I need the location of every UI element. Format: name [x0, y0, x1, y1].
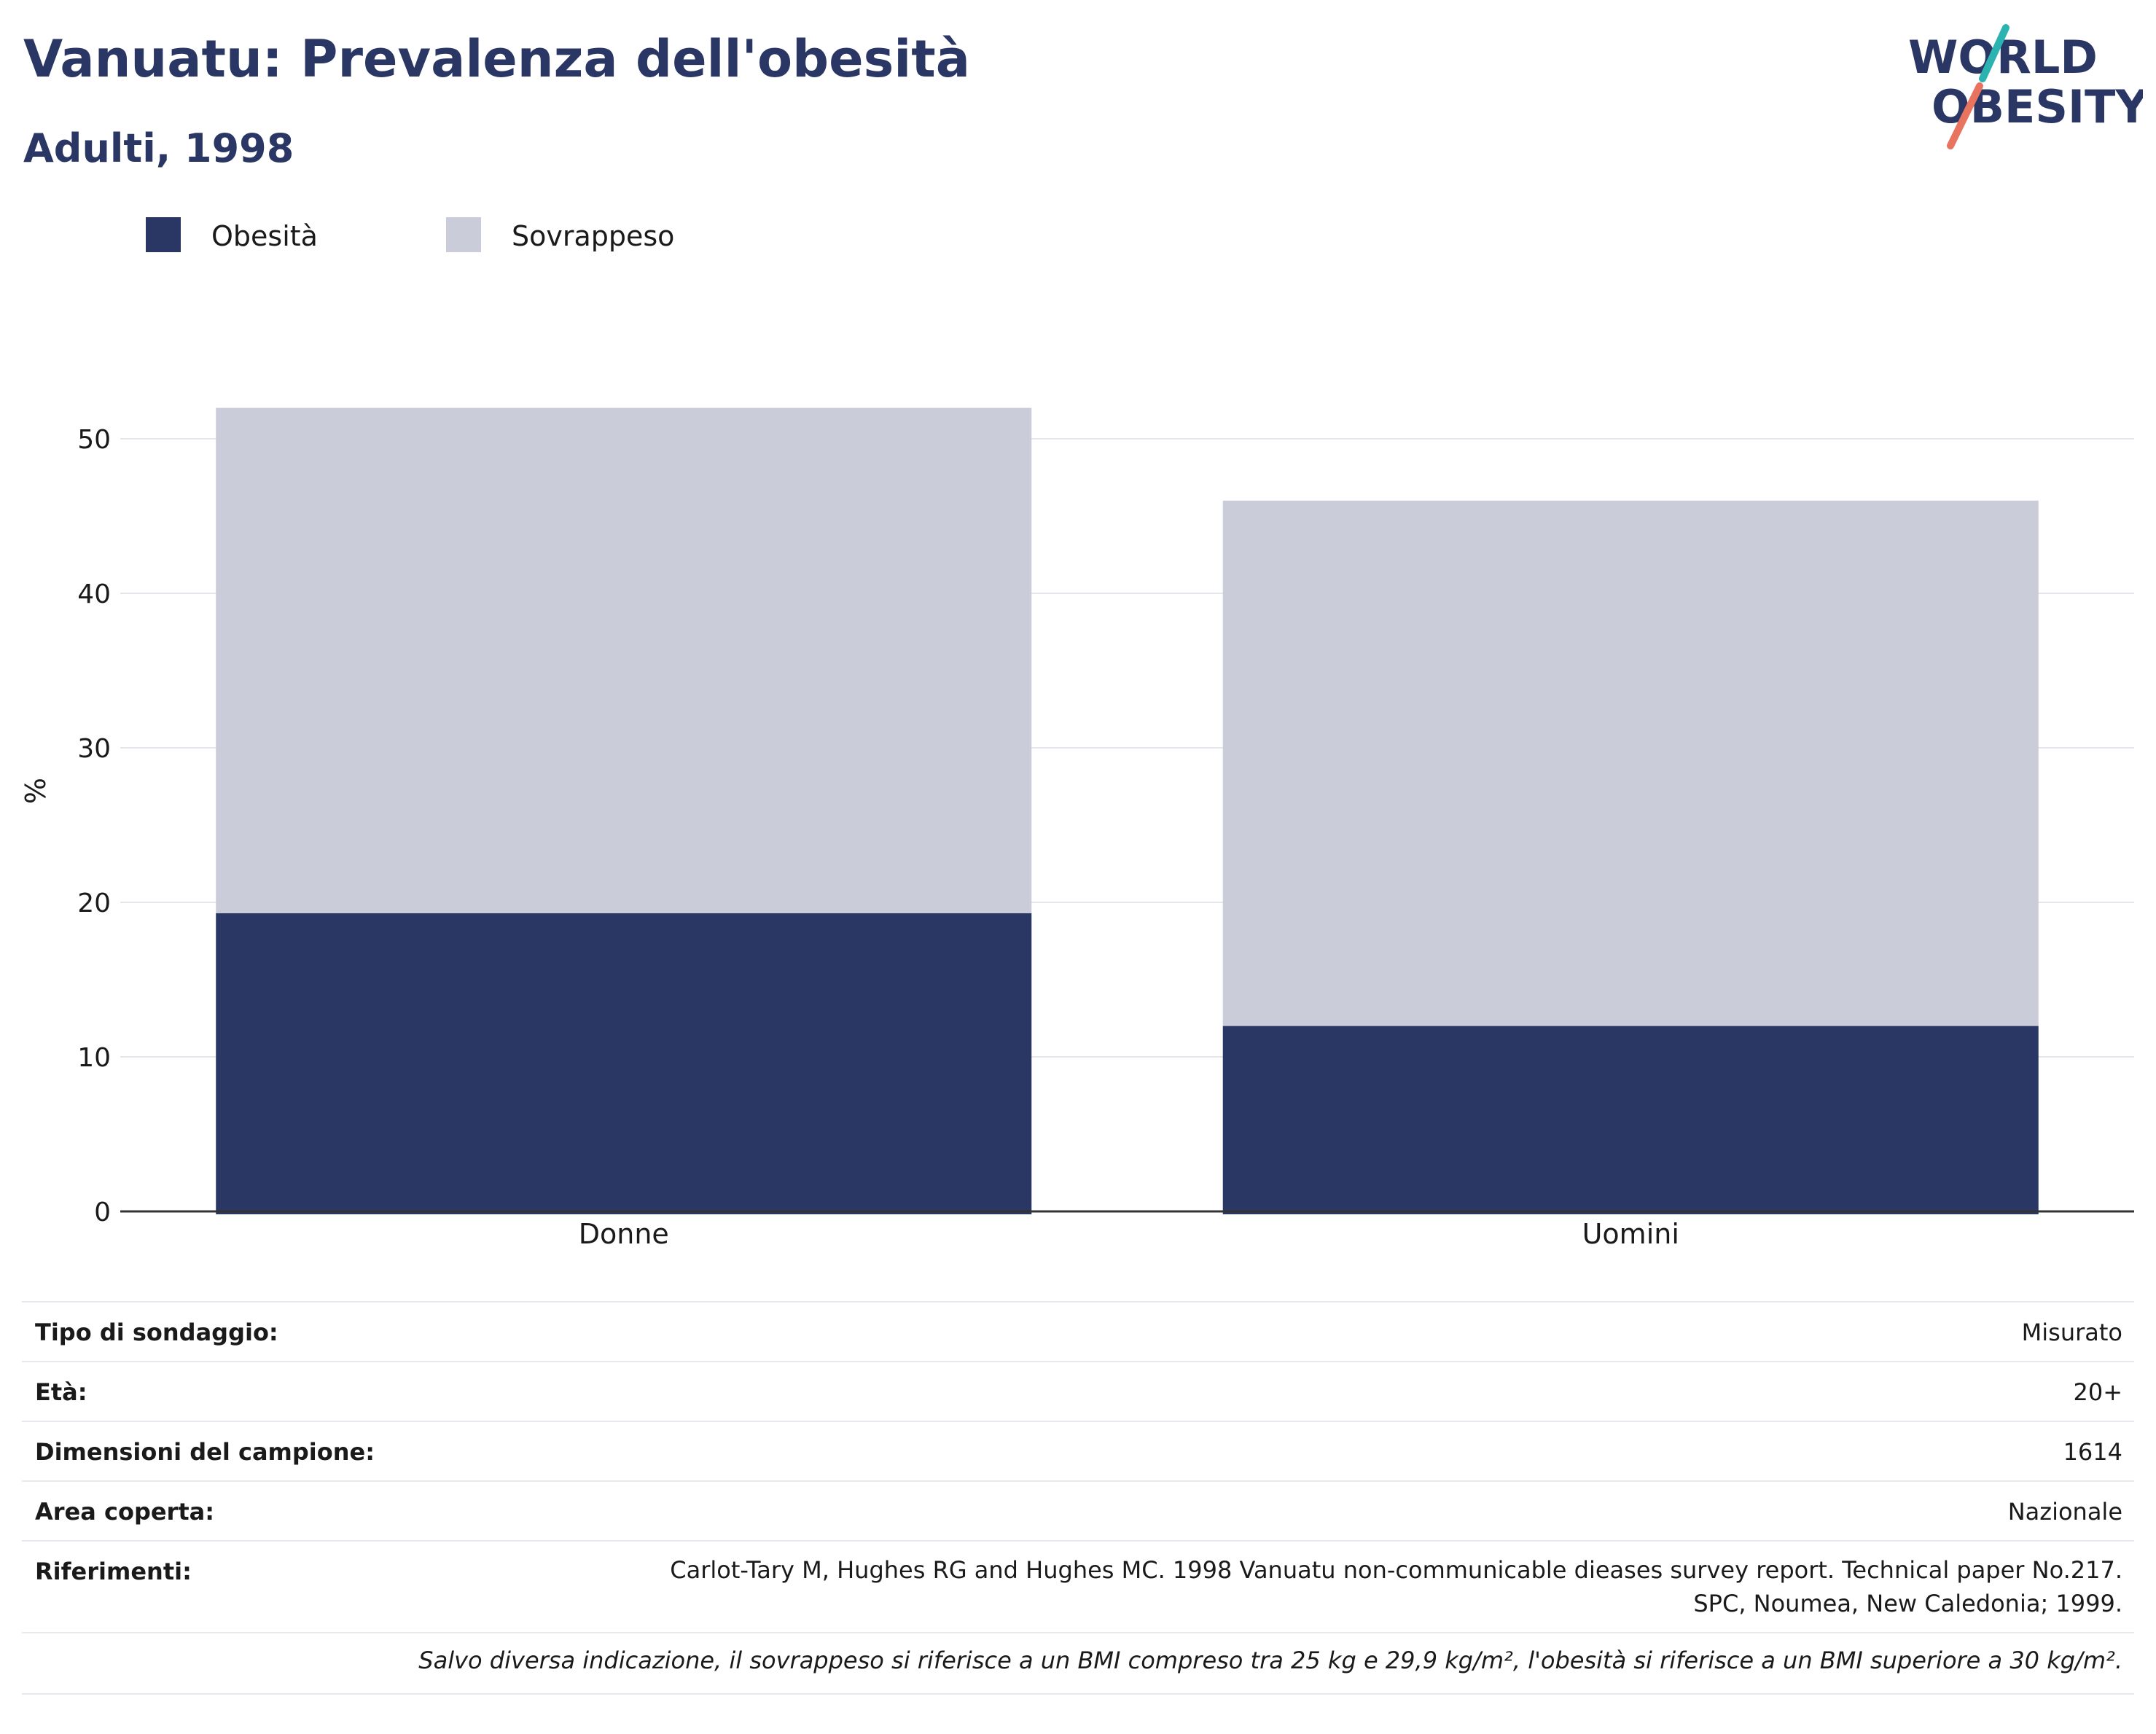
info-row-age: Età: 20+	[22, 1361, 2134, 1421]
x-tick-label: Donne	[579, 1218, 669, 1250]
info-row-survey-type: Tipo di sondaggio: Misurato	[22, 1301, 2134, 1361]
info-value-survey-type: Misurato	[2021, 1319, 2122, 1346]
y-tick-label: 20	[77, 889, 111, 918]
chart-subtitle: Adulti, 1998	[23, 125, 294, 171]
info-value-area: Nazionale	[2007, 1498, 2122, 1526]
bmi-footnote: Salvo diversa indicazione, il sovrappeso…	[418, 1647, 2122, 1674]
info-value-age: 20+	[2073, 1378, 2122, 1406]
footnote-row: Salvo diversa indicazione, il sovrappeso…	[22, 1632, 2134, 1695]
bar-obesity-1	[1222, 1026, 2039, 1214]
chart-title: Vanuatu: Prevalenza dell'obesità	[23, 29, 970, 89]
info-value-references: Carlot-Tary M, Hughes RG and Hughes MC. …	[670, 1556, 2122, 1617]
legend-swatch-overweight	[446, 217, 481, 252]
info-row-references: Riferimenti: Carlot-Tary M, Hughes RG an…	[22, 1540, 2134, 1632]
info-key-references: Riferimenti:	[35, 1558, 192, 1585]
info-key-area: Area coperta:	[35, 1498, 215, 1526]
info-row-area: Area coperta: Nazionale	[22, 1480, 2134, 1540]
legend-label-obesity: Obesità	[211, 220, 318, 252]
y-tick-label: 50	[77, 425, 111, 455]
y-tick-label: 10	[77, 1043, 111, 1073]
y-tick-label: 0	[94, 1198, 111, 1227]
info-key-age: Età:	[35, 1378, 87, 1406]
x-tick-label: Uomini	[1582, 1218, 1679, 1250]
y-tick-label: 40	[77, 579, 111, 609]
bar-obesity-0	[216, 913, 1032, 1214]
survey-info-table: Tipo di sondaggio: Misurato Età: 20+ Dim…	[22, 1301, 2134, 1695]
logo-slash-teal-icon	[1979, 24, 2009, 82]
world-obesity-logo: WORLD OBESITY	[1908, 24, 2143, 149]
bars	[216, 407, 2039, 1214]
legend-swatch-obesity	[146, 217, 181, 252]
info-key-sample-size: Dimensioni del campione:	[35, 1438, 375, 1466]
bar-overweight-0	[216, 407, 1032, 913]
y-tick-label: 30	[77, 734, 111, 764]
axes: 0 10 20 30 40 50 Donne Uomini%	[20, 425, 2134, 1250]
info-row-sample-size: Dimensioni del campione: 1614	[22, 1421, 2134, 1480]
info-key-survey-type: Tipo di sondaggio:	[35, 1319, 278, 1346]
y-axis-label: %	[20, 778, 52, 804]
stacked-bar-chart: 0 10 20 30 40 50 Donne Uomini%	[20, 407, 2134, 1250]
legend-label-overweight: Sovrappeso	[512, 220, 675, 252]
bar-overweight-1	[1222, 500, 2039, 1026]
info-value-sample-size: 1614	[2063, 1438, 2122, 1466]
logo-slash-coral-icon	[1947, 82, 1983, 149]
